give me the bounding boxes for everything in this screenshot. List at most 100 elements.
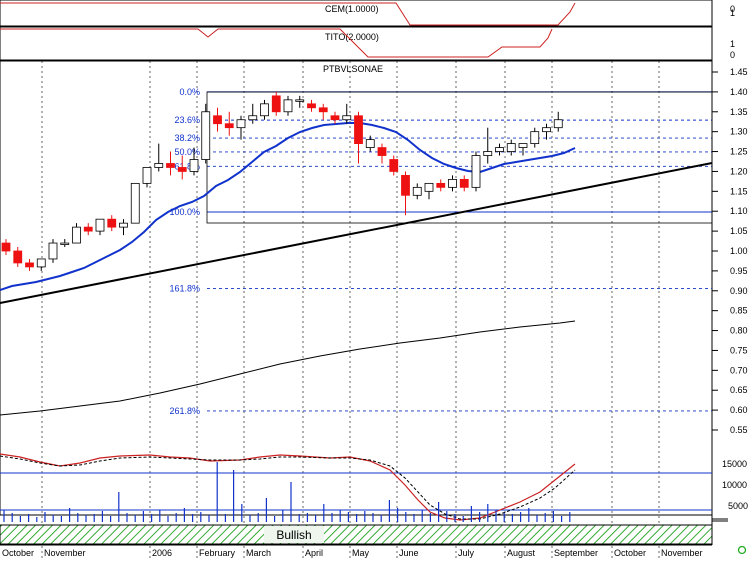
price-tick-label: 0.85 <box>730 306 748 316</box>
candle-body <box>365 139 375 148</box>
tito-label: TITO(2.0000) <box>325 32 379 42</box>
candle-body <box>530 131 540 145</box>
candle-body <box>154 163 164 168</box>
candle-body <box>518 143 528 148</box>
candle-body <box>424 182 434 192</box>
month-label: April <box>305 548 323 558</box>
candle-body <box>201 111 211 160</box>
price-tick-label: 0.90 <box>730 286 748 296</box>
price-tick-label: 0.95 <box>730 266 748 276</box>
price-tick-label: 0.70 <box>730 365 748 375</box>
price-axis: 1.45 1.40 1.35 1.30 1.25 1.20 1.15 1.10 1.05 1.00… <box>712 67 748 435</box>
candle-body <box>283 99 293 113</box>
retracement-box <box>206 91 713 224</box>
price-tick-label: 1.35 <box>730 107 748 117</box>
candle-body <box>1 242 11 252</box>
price-tick-label: 1.00 <box>730 246 748 256</box>
month-label: November <box>44 548 86 558</box>
long-moving-average <box>0 320 576 416</box>
candle-body <box>13 250 23 264</box>
candle-body <box>248 115 258 121</box>
fib-level-label: 0.0% <box>179 87 200 97</box>
tito-panel: TITO(2.0000) 0 1 0 <box>0 4 735 61</box>
cem-panel: CEM(1.0000) 1 <box>0 0 735 27</box>
candle-body <box>318 107 328 113</box>
cem-line <box>0 2 576 26</box>
cem-tick-0: 0 <box>730 4 735 14</box>
cem-label: CEM(1.0000) <box>325 4 379 14</box>
status-bar <box>0 524 713 545</box>
candle-body <box>236 119 246 129</box>
price-tick-label: 0.65 <box>730 385 748 395</box>
candle-body <box>83 226 93 232</box>
candle-body <box>354 115 363 144</box>
tito-line <box>0 28 553 58</box>
price-tick-label: 1.45 <box>730 67 748 77</box>
month-label: October <box>2 548 34 558</box>
month-label: July <box>458 548 475 558</box>
status-label: Bullish <box>276 528 311 542</box>
candle-body <box>72 226 81 244</box>
month-label: October <box>614 548 646 558</box>
osc-tick-5000: 5000 <box>728 501 748 511</box>
osc-tick-15000: 15000 <box>722 459 747 469</box>
price-tick-label: 1.20 <box>730 166 748 176</box>
candle-body <box>177 167 187 172</box>
candle-body <box>436 182 446 188</box>
candle-body <box>107 218 117 228</box>
month-label: 2006 <box>152 548 172 558</box>
month-label: September <box>554 548 598 558</box>
fib-level-label: 100.0% <box>169 207 200 217</box>
candle-body <box>25 262 34 268</box>
trend-line <box>0 162 713 304</box>
fib-level-label: 23.6% <box>174 115 200 125</box>
candles <box>1 91 563 271</box>
candle-body <box>60 242 70 245</box>
refresh-icon[interactable] <box>737 545 747 555</box>
candle-body <box>401 175 410 196</box>
month-label: August <box>507 548 536 558</box>
candle-body <box>271 95 281 113</box>
tito-tick-1: 1 <box>730 39 735 49</box>
candle-body <box>95 218 105 232</box>
price-tick-label: 1.40 <box>730 87 748 97</box>
candle-body <box>553 119 563 129</box>
fib-level-label: 50.0% <box>174 147 200 157</box>
fib-level-label: 38.2% <box>174 133 200 143</box>
cem-tick-1: 1 <box>730 8 735 18</box>
price-tick-label: 0.80 <box>730 326 748 336</box>
candle-body <box>213 115 222 125</box>
candle-body <box>471 155 481 188</box>
date-axis: October November 2006 February March April May… <box>2 548 703 558</box>
month-label: November <box>661 548 703 558</box>
price-tick-label: 0.60 <box>730 405 748 415</box>
price-tick-label: 1.15 <box>730 186 748 196</box>
price-tick-label: 1.05 <box>730 226 748 236</box>
candle-body <box>189 159 199 172</box>
candle-body <box>260 103 269 117</box>
price-tick-label: 1.10 <box>730 206 748 216</box>
candle-body <box>342 115 352 121</box>
month-label: February <box>199 548 236 558</box>
candle-body <box>307 103 316 109</box>
candle-body <box>389 159 399 172</box>
candle-body <box>448 178 457 188</box>
month-label: June <box>399 548 419 558</box>
volume-bars <box>3 462 571 522</box>
candle-body <box>330 115 340 121</box>
fib-level-label: 161.8% <box>169 283 200 293</box>
fib-level-label: 61.8% <box>174 161 200 171</box>
fibonacci-levels: 0.0% 23.6% 38.2% 50.0% 61.8% 100.0% 161.8% 261.… <box>169 87 712 416</box>
candle-body <box>48 242 58 260</box>
oscillator-panel: 15000 10000 5000 <box>0 453 748 522</box>
price-tick-label: 1.30 <box>730 127 748 137</box>
candle-body <box>506 143 516 152</box>
tito-tick-0: 0 <box>730 50 735 60</box>
candle-body <box>224 123 234 129</box>
price-tick-label: 0.75 <box>730 345 748 355</box>
fib-level-label: 261.8% <box>169 406 200 416</box>
candle-body <box>412 186 422 196</box>
month-label: March <box>246 548 271 558</box>
candle-body <box>119 222 128 228</box>
